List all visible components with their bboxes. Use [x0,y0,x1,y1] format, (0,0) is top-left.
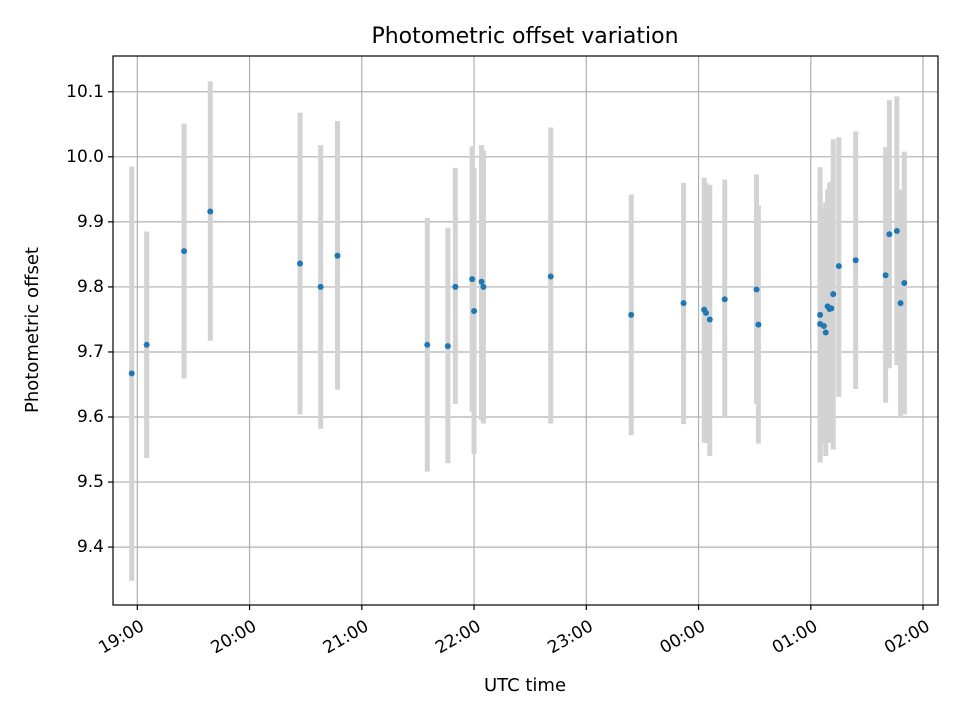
data-point [706,316,713,323]
y-tick-label: 9.5 [77,472,104,492]
data-point [334,252,341,259]
data-point [424,341,431,348]
data-point [817,311,824,318]
data-point [882,272,889,279]
y-tick-label: 9.9 [77,212,104,232]
data-point [478,278,485,285]
data-point [207,208,214,215]
data-point [181,248,188,255]
data-point [317,283,324,290]
data-point [830,291,837,298]
chart-title: Photometric offset variation [371,24,678,49]
data-point [143,341,150,348]
data-point [852,257,859,264]
data-point [469,276,476,283]
data-point [820,322,827,329]
data-point [680,300,687,307]
y-tick-label: 10.1 [66,82,104,102]
plot-frame [112,55,939,606]
y-tick-label: 9.6 [77,407,104,427]
data-point [897,300,904,307]
data-point [628,311,635,318]
y-tick-label: 9.7 [77,342,104,362]
y-tick-label: 9.4 [77,537,104,557]
data-point [480,283,487,290]
data-point [835,263,842,270]
data-point [828,305,835,312]
y-tick-label: 10.0 [66,147,104,167]
y-tick-label: 9.8 [77,277,104,297]
data-point [703,309,710,316]
data-point [547,273,554,280]
data-point [471,307,478,314]
data-point [753,286,760,293]
data-point [452,283,459,290]
grid [113,56,938,605]
data-point [128,370,135,377]
data-points [128,208,908,377]
data-point [901,280,908,287]
data-point [297,260,304,267]
x-axis-label: UTC time [484,675,566,696]
data-point [893,227,900,234]
y-axis-label: Photometric offset [22,247,43,413]
data-point [444,343,451,350]
y-axis: 9.4 9.5 9.6 9.7 9.8 9.9 10.0 10.1 [66,82,113,557]
data-point [886,231,893,238]
data-point [721,296,728,303]
data-point [822,329,829,336]
data-point [755,321,762,328]
